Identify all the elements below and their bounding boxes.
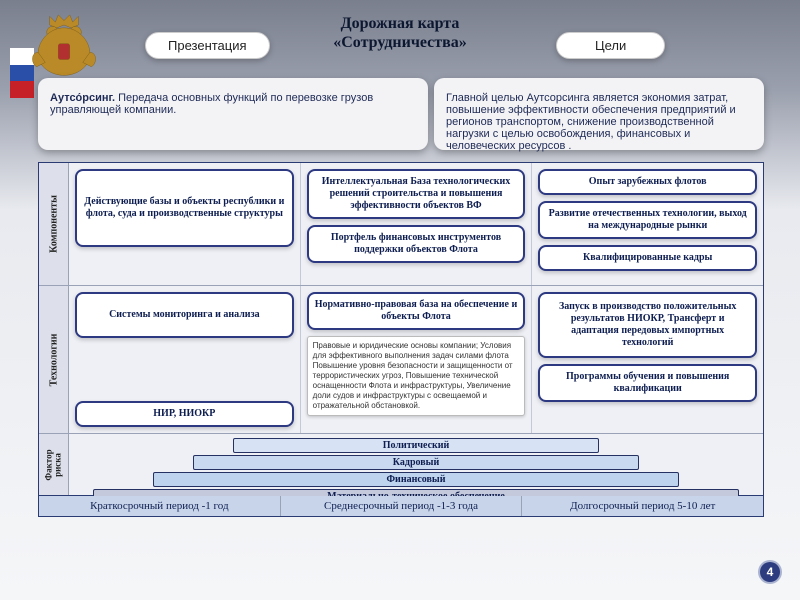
risk-item: Финансовый xyxy=(153,472,679,487)
cell: Квалифицированные кадры xyxy=(538,245,757,271)
col-2: Интеллектуальная База технологических ре… xyxy=(301,163,533,285)
cell: Портфель финансовых инструментов поддерж… xyxy=(307,225,526,263)
cell: Интеллектуальная База технологических ре… xyxy=(307,169,526,219)
cell: НИР, НИОКР xyxy=(75,401,294,427)
title-line-2: «Сотрудничества» xyxy=(0,33,800,52)
period-long: Долгосрочный период 5-10 лет xyxy=(522,496,763,516)
title-line-1: Дорожная карта xyxy=(0,14,800,33)
cell: Опыт зарубежных флотов xyxy=(538,169,757,195)
risk-item: Политический xyxy=(233,438,599,453)
risk-stack: Политический Кадровый Финансовый Материа… xyxy=(69,434,763,495)
cell: Действующие базы и объекты республики и … xyxy=(75,169,294,247)
row-label-technologies: Технологии xyxy=(39,286,69,433)
panel-goal: Главной целью Аутсорсинга является эконо… xyxy=(434,78,764,150)
roadmap-matrix: Компоненты Действующие базы и объекты ре… xyxy=(38,162,764,517)
page-number: 4 xyxy=(760,562,780,582)
col-1: Системы мониторинга и анализа НИР, НИОКР xyxy=(69,286,301,433)
period-short: Краткосрочный период -1 год xyxy=(39,496,281,516)
col-3: Запуск в производство положительных резу… xyxy=(532,286,763,433)
panel-left-bold: Аутсо́рсинг. xyxy=(50,92,115,104)
cell: Нормативно-правовая база на обеспечение … xyxy=(307,292,526,330)
risk-item: Кадровый xyxy=(193,455,639,470)
panel-right-text: Главной целью Аутсорсинга является эконо… xyxy=(446,92,736,152)
cell: Развитие отечественных технологии, выход… xyxy=(538,201,757,239)
col-3: Опыт зарубежных флотов Развитие отечеств… xyxy=(532,163,763,285)
row-label-risk: Факторриска xyxy=(39,434,69,495)
col-1: Действующие базы и объекты республики и … xyxy=(69,163,301,285)
cell: Программы обучения и повышения квалифика… xyxy=(538,364,757,402)
panel-outsourcing: Аутсо́рсинг. Передача основных функций п… xyxy=(38,78,428,150)
pill-presentation[interactable]: Презентация xyxy=(145,32,270,59)
row-periods: Краткосрочный период -1 год Среднесрочны… xyxy=(39,495,763,516)
period-mid: Среднесрочный период -1-3 года xyxy=(281,496,523,516)
row-components: Компоненты Действующие базы и объекты ре… xyxy=(39,163,763,285)
col-2: Нормативно-правовая база на обеспечение … xyxy=(301,286,533,433)
row-technologies: Технологии Системы мониторинга и анализа… xyxy=(39,285,763,433)
pill-goals[interactable]: Цели xyxy=(556,32,665,59)
note-legal: Правовые и юридические основы компании; … xyxy=(307,336,526,416)
row-risk: Факторриска Политический Кадровый Финанс… xyxy=(39,433,763,495)
cell: Запуск в производство положительных резу… xyxy=(538,292,757,358)
page-title: Дорожная карта «Сотрудничества» xyxy=(0,14,800,52)
row-label-components: Компоненты xyxy=(39,163,69,285)
cell: Системы мониторинга и анализа xyxy=(75,292,294,338)
